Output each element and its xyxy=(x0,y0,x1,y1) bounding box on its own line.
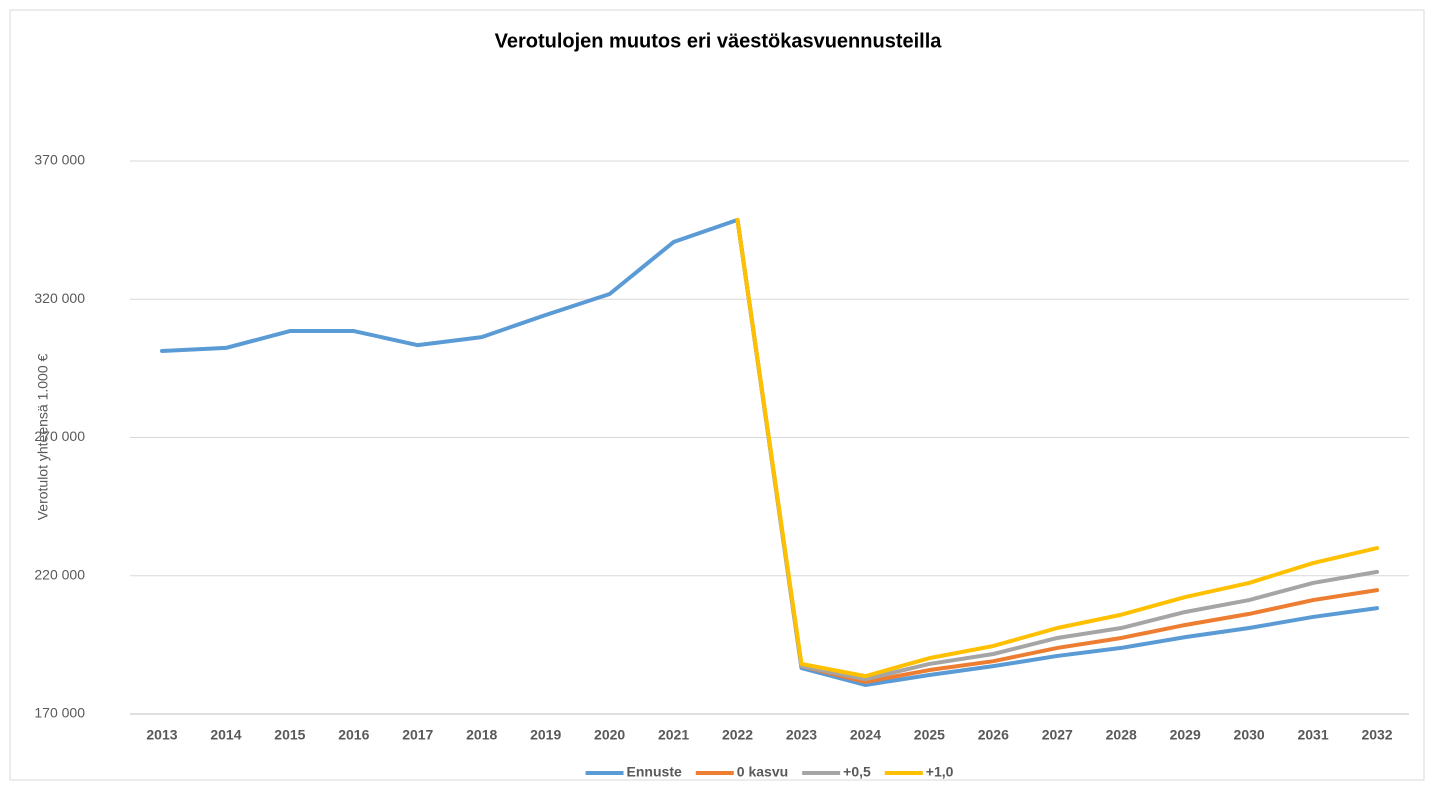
x-tick-label: 2032 xyxy=(1361,727,1392,743)
x-tick-label: 2013 xyxy=(146,727,177,743)
legend-label: 0 kasvu xyxy=(737,764,788,780)
x-tick-label: 2022 xyxy=(722,727,753,743)
x-tick-label: 2029 xyxy=(1170,727,1201,743)
x-tick-label: 2018 xyxy=(466,727,497,743)
legend-label: Ennuste xyxy=(627,764,682,780)
x-tick-label: 2021 xyxy=(658,727,689,743)
x-tick-label: 2025 xyxy=(914,727,945,743)
y-tick-label: 270 000 xyxy=(34,428,85,444)
x-tick-label: 2026 xyxy=(978,727,1009,743)
series-line xyxy=(735,217,1380,682)
x-tick-label: 2017 xyxy=(402,727,433,743)
x-tick-label: 2014 xyxy=(210,727,241,743)
x-tick-label: 2016 xyxy=(338,727,369,743)
x-tick-label: 2028 xyxy=(1106,727,1137,743)
y-tick-label: 220 000 xyxy=(34,566,85,582)
y-tick-label: 370 000 xyxy=(34,152,85,168)
chart-title: Verotulojen muutos eri väestökasvuennust… xyxy=(495,30,943,52)
series-line xyxy=(735,217,1380,679)
x-tick-label: 2019 xyxy=(530,727,561,743)
x-tick-label: 2015 xyxy=(274,727,305,743)
x-tick-label: 2031 xyxy=(1297,727,1328,743)
x-tick-label: 2030 xyxy=(1234,727,1265,743)
legend-label: +1,0 xyxy=(926,764,954,780)
y-tick-label: 170 000 xyxy=(34,705,85,721)
legend-label: +0,5 xyxy=(843,764,871,780)
x-tick-label: 2020 xyxy=(594,727,625,743)
y-tick-label: 320 000 xyxy=(34,290,85,306)
y-axis-label: Verotulot yhteensä 1.000 € xyxy=(35,354,51,521)
x-tick-label: 2027 xyxy=(1042,727,1073,743)
chart-frame xyxy=(9,9,1425,781)
x-tick-label: 2024 xyxy=(850,727,881,743)
x-tick-label: 2023 xyxy=(786,727,817,743)
